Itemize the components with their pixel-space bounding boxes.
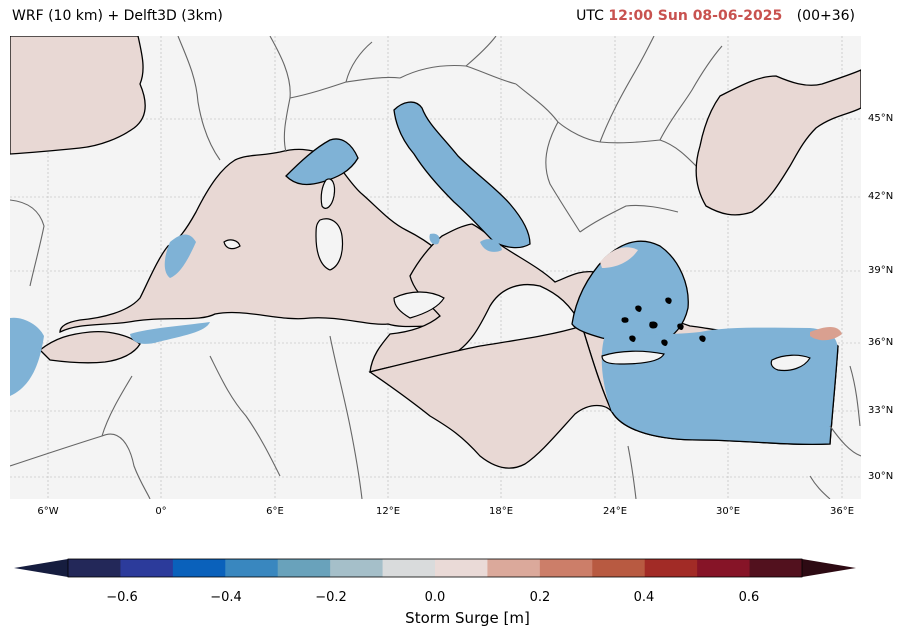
colorbar-tick: −0.6 — [106, 590, 138, 605]
aegean-islands — [621, 297, 706, 346]
country-borders — [10, 36, 861, 499]
valid-time-title: UTC 12:00 Sun 08-06-2025 (00+36) — [576, 8, 855, 24]
lon-label-6e: 6°E — [266, 506, 284, 517]
lon-label-24e: 24°E — [602, 506, 628, 517]
colorbar-cell — [697, 559, 751, 577]
surge-negative-atlantic — [10, 317, 44, 396]
colorbar — [14, 558, 856, 578]
colorbar-cell — [120, 559, 174, 577]
colorbar-cell — [225, 559, 279, 577]
lon-label-36e: 36°E — [829, 506, 855, 517]
lat-label-42: 42°N — [868, 191, 894, 202]
lon-label-12e: 12°E — [375, 506, 401, 517]
land-black-sea-shape — [695, 69, 861, 216]
lat-label-36: 36°N — [868, 337, 894, 348]
colorbar-extend-high — [802, 559, 856, 577]
surge-negative-alboran — [130, 322, 210, 344]
lon-label-0: 0° — [155, 506, 167, 517]
colorbar-cell — [382, 559, 436, 577]
colorbar-cell — [435, 559, 488, 577]
land-bay-biscay-shape — [10, 36, 146, 155]
surge-map — [10, 36, 861, 499]
colorbar-tick: 0.2 — [529, 590, 551, 605]
colorbar-cell — [539, 559, 593, 577]
surge-negative-ionian-spot — [480, 239, 502, 252]
colorbar-tick: −0.2 — [315, 590, 347, 605]
lat-label-30: 30°N — [868, 471, 894, 482]
sea-levantine-coast — [611, 345, 839, 446]
lon-label-6w: 6°W — [37, 506, 59, 517]
colorbar-cells — [14, 559, 856, 577]
lon-label-18e: 18°E — [488, 506, 514, 517]
island-balearic — [223, 239, 241, 250]
sea-alboran — [39, 330, 141, 364]
islands — [223, 178, 811, 372]
colorbar-cell — [487, 559, 541, 577]
island-sicily — [393, 291, 445, 319]
sea-ligurian — [285, 138, 359, 186]
island-crete — [601, 350, 665, 365]
surge-positive-cyprus-east — [810, 327, 842, 341]
lat-label-45: 45°N — [868, 113, 894, 124]
colorbar-tick: 0.0 — [424, 590, 446, 605]
colorbar-tick: 0.6 — [738, 590, 760, 605]
valid-time: 12:00 Sun 08-06-2025 — [608, 8, 783, 24]
surge-negative-spain-east — [164, 234, 196, 278]
forecast-lead: (00+36) — [796, 8, 855, 24]
colorbar-cell — [330, 559, 384, 577]
utc-prefix: UTC — [576, 8, 604, 24]
colorbar-cell — [68, 559, 121, 577]
colorbar-extend-low — [14, 559, 68, 577]
colorbar-tick: −0.4 — [210, 590, 242, 605]
colorbar-cell — [277, 559, 331, 577]
surge-positive-aegean-north — [600, 247, 638, 268]
sea-west-med — [59, 148, 461, 334]
lat-label-39: 39°N — [868, 265, 894, 276]
surge-negative-tyrrhenian-spot — [429, 233, 440, 245]
colorbar-cell — [749, 559, 803, 577]
lat-label-33: 33°N — [868, 405, 894, 416]
island-corsica — [320, 178, 336, 209]
model-title: WRF (10 km) + Delft3D (3km) — [12, 8, 223, 24]
sea-adriatic — [393, 101, 531, 249]
sea-gulf-sidra — [368, 325, 613, 469]
colorbar-tick: 0.4 — [633, 590, 655, 605]
colorbar-cell — [592, 559, 646, 577]
colorbar-cell — [172, 559, 226, 577]
island-sardinia — [315, 218, 344, 271]
coastlines — [10, 36, 861, 216]
island-cyprus — [770, 354, 811, 372]
lon-label-30e: 30°E — [715, 506, 741, 517]
colorbar-label: Storm Surge [m] — [405, 609, 530, 627]
colorbar-frame — [67, 558, 803, 578]
colorbar-cell — [644, 559, 698, 577]
sea-levantine — [601, 327, 838, 445]
